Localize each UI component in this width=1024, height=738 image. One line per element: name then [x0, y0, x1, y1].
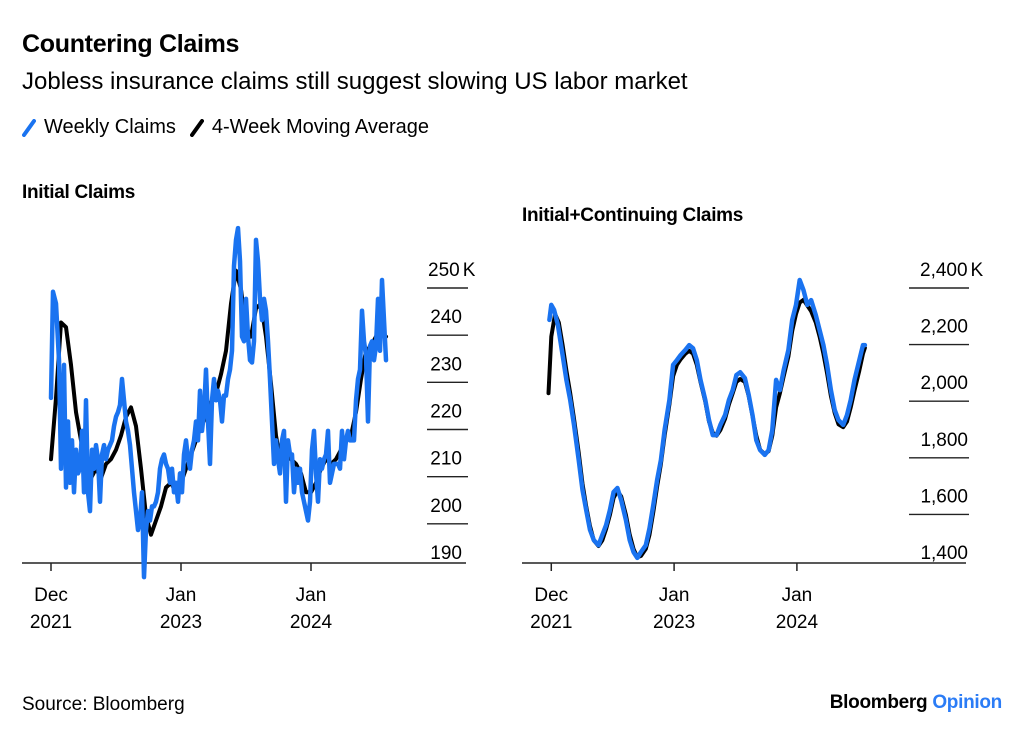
y-tick-label: 2,000 — [920, 373, 968, 394]
y-unit-suffix: K — [971, 260, 984, 281]
x-tick-label-month: Jan — [296, 585, 327, 606]
y-tick-label: 1,400 — [920, 543, 968, 564]
chart-subtitle: Jobless insurance claims still suggest s… — [22, 68, 688, 95]
panel-title-initial-continuing-claims: Initial+Continuing Claims — [522, 205, 744, 226]
x-tick-label-month: Dec — [34, 585, 68, 606]
x-tick-label-year: 2023 — [653, 612, 695, 633]
x-tick-label-year: 2021 — [30, 612, 72, 633]
legend-item-weekly-claims: Weekly Claims — [22, 116, 176, 139]
legend-label: 4-Week Moving Average — [211, 116, 430, 138]
y-tick-label: 230 — [430, 354, 462, 375]
x-tick-label-month: Jan — [166, 585, 197, 606]
x-tick-label-year: 2023 — [160, 612, 202, 633]
chart-title: Countering Claims — [22, 30, 240, 58]
y-tick-label: 210 — [430, 449, 462, 470]
brand-accent: Opinion — [932, 692, 1002, 713]
x-tick-label-year: 2024 — [776, 612, 819, 633]
brand-main: Bloomberg — [829, 692, 928, 713]
panel-title-initial-claims: Initial Claims — [22, 182, 136, 203]
x-tick-label-month: Dec — [534, 585, 568, 606]
y-tick-label: 190 — [430, 543, 462, 564]
legend: Weekly Claims 4-Week Moving Average — [22, 116, 443, 139]
legend-label: Weekly Claims — [44, 116, 176, 138]
weekly-claims-swatch-icon — [22, 118, 36, 137]
y-tick-label: 250 K — [428, 260, 476, 281]
x-tick-label-year: 2024 — [290, 612, 333, 633]
source-note: Source: Bloomberg — [22, 694, 185, 715]
y-tick-label: 200 — [430, 496, 462, 517]
legend-item-moving-average: 4-Week Moving Average — [189, 116, 430, 139]
y-tick-label: 220 — [430, 402, 462, 423]
y-tick-label: 1,600 — [920, 486, 968, 507]
y-tick-label: 240 — [430, 307, 462, 328]
x-tick-label-month: Jan — [659, 585, 690, 606]
weekly-claims-line — [48, 225, 389, 580]
y-tick-label: 2,400 K — [920, 260, 984, 281]
initial-claims-chart: 250 K 240 230 220 210 200 190 Dec 2021 Jan 2023 Jan 2… — [22, 225, 476, 633]
initial-continuing-claims-chart: 2,400 K 2,200 2,000 1,800 1,600 1,400 Dec 2021 Ja… — [522, 260, 984, 633]
y-tick-label: 1,800 — [920, 430, 968, 451]
brand-logo: Bloomberg Opinion — [829, 692, 1003, 714]
moving-average-swatch-icon — [189, 118, 204, 137]
y-unit-suffix: K — [463, 260, 476, 281]
moving-average-line — [546, 297, 867, 560]
x-tick-label-month: Jan — [782, 585, 813, 606]
y-tick-label: 2,200 — [920, 317, 968, 338]
x-tick-label-year: 2021 — [530, 612, 572, 633]
weekly-claims-line — [547, 277, 868, 561]
